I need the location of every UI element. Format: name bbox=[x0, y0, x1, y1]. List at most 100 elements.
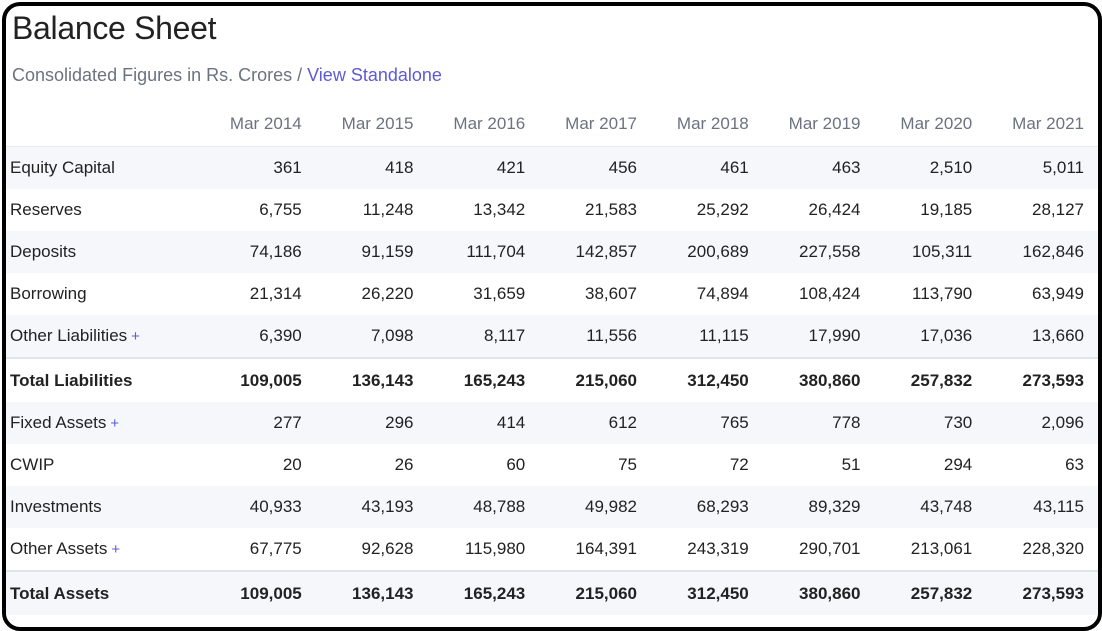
table-cell: 74,186 bbox=[204, 231, 316, 273]
table-cell: 215,060 bbox=[539, 570, 651, 615]
table-cell: 105,311 bbox=[874, 231, 987, 273]
header-period: Mar 2019 bbox=[762, 101, 875, 147]
table-cell: 290,701 bbox=[799, 539, 861, 558]
table-cell: 11,115 bbox=[651, 315, 763, 358]
row-label-text: Fixed Assets bbox=[10, 413, 107, 432]
table-cell: 165,243 bbox=[427, 570, 540, 615]
table-cell: 17,036 bbox=[874, 315, 987, 358]
table-cell: 273,593 bbox=[986, 570, 1098, 615]
table-cell: 8,117 bbox=[427, 315, 540, 358]
header-period: Mar 2014 bbox=[204, 101, 316, 147]
row-label: Deposits bbox=[6, 231, 204, 273]
table-row: Fixed Assets +277 296 414 612 765 778 730 2,096 bbox=[6, 402, 1098, 444]
row-label: Borrowing bbox=[6, 273, 204, 315]
row-label: Investments bbox=[6, 486, 204, 528]
table-row: Borrowing 21,314 26,220 31,659 38,607 74,894 1… bbox=[6, 273, 1098, 315]
table-cell: 28,127 bbox=[1032, 200, 1084, 219]
table-cell: 312,450 bbox=[651, 570, 763, 615]
table-body: Equity Capital 361 418 421 456 461 463 2,510 5,0… bbox=[6, 146, 1098, 615]
table-cell: 7,098 bbox=[315, 315, 428, 358]
row-label-text: Borrowing bbox=[10, 284, 87, 303]
table-cell: 296 bbox=[315, 402, 428, 444]
table-cell: 109,005 bbox=[204, 357, 316, 402]
expand-plus-icon[interactable]: + bbox=[110, 415, 120, 432]
table-cell: 2,510 bbox=[874, 146, 987, 189]
subtitle: Consolidated Figures in Rs. Crores / Vie… bbox=[12, 65, 442, 86]
expand-plus-icon[interactable]: + bbox=[111, 541, 121, 558]
header-period: Mar 2017 bbox=[539, 101, 651, 147]
row-label[interactable]: Fixed Assets + bbox=[6, 402, 204, 444]
header-period: Mar 2018 bbox=[651, 101, 763, 147]
header-label-column bbox=[6, 101, 204, 147]
page-title: Balance Sheet bbox=[12, 10, 217, 46]
row-label: Total Assets bbox=[6, 570, 204, 615]
table-cell: 75 bbox=[618, 455, 637, 474]
row-label-text: Total Liabilities bbox=[10, 370, 133, 390]
row-label[interactable]: Other Assets + bbox=[6, 528, 204, 571]
table-cell: 51 bbox=[841, 455, 861, 474]
table-cell: 13,342 bbox=[473, 200, 526, 219]
table-cell: 257,832 bbox=[874, 357, 987, 402]
table-cell: 17,990 bbox=[762, 315, 875, 358]
table-cell: 48,788 bbox=[427, 486, 540, 528]
table-cell: 40,933 bbox=[204, 486, 316, 528]
table-row: Other Assets +67,775 92,628 115,980 164,391 2… bbox=[6, 528, 1098, 571]
table-cell: 778 bbox=[762, 402, 875, 444]
table-cell: 461 bbox=[651, 146, 763, 189]
subtitle-text: Consolidated Figures in Rs. Crores / bbox=[12, 65, 308, 85]
table-cell: 213,061 bbox=[910, 539, 973, 558]
table-row: CWIP 20 26 60 75 72 51 294 63 bbox=[6, 444, 1098, 486]
total-row: Total Liabilities 109,005 136,143 165,243 21… bbox=[6, 357, 1098, 402]
table-cell: 463 bbox=[762, 146, 875, 189]
table-cell: 456 bbox=[539, 146, 651, 189]
header-period: Mar 2021 bbox=[986, 101, 1098, 147]
table-cell: 91,159 bbox=[315, 231, 428, 273]
table-cell: 228,320 bbox=[1022, 539, 1084, 558]
table-cell: 418 bbox=[315, 146, 428, 189]
table-cell: 43,193 bbox=[315, 486, 428, 528]
table-cell: 243,319 bbox=[687, 539, 749, 558]
table-cell: 414 bbox=[427, 402, 540, 444]
table-cell: 109,005 bbox=[204, 570, 316, 615]
table-cell: 108,424 bbox=[799, 284, 861, 303]
table-cell: 6,755 bbox=[259, 200, 302, 219]
table-cell: 2,096 bbox=[986, 402, 1098, 444]
expand-plus-icon[interactable]: + bbox=[131, 328, 140, 345]
table-cell: 136,143 bbox=[315, 357, 428, 402]
table-cell: 200,689 bbox=[651, 231, 763, 273]
table-cell: 25,292 bbox=[696, 200, 749, 219]
table-cell: 43,115 bbox=[986, 486, 1098, 528]
table-cell: 136,143 bbox=[315, 570, 428, 615]
table-cell: 68,293 bbox=[651, 486, 763, 528]
table-cell: 164,391 bbox=[575, 539, 637, 558]
table-cell: 115,980 bbox=[465, 539, 526, 558]
header-period: Mar 2015 bbox=[315, 101, 428, 147]
table-header: Mar 2014 Mar 2015 Mar 2016 Mar 2017 Mar 2018… bbox=[6, 101, 1098, 147]
row-label: CWIP bbox=[6, 444, 204, 486]
table-cell: 162,846 bbox=[986, 231, 1098, 273]
table-cell: 26 bbox=[394, 455, 414, 474]
table-cell: 277 bbox=[204, 402, 316, 444]
table-cell: 165,243 bbox=[427, 357, 540, 402]
table-cell: 142,857 bbox=[539, 231, 651, 273]
table-cell: 19,185 bbox=[920, 200, 973, 219]
row-label-text: Reserves bbox=[10, 200, 82, 219]
table-cell: 361 bbox=[204, 146, 316, 189]
row-label-text: Deposits bbox=[10, 242, 77, 261]
table-cell: 49,982 bbox=[539, 486, 651, 528]
table-cell: 111,704 bbox=[427, 231, 540, 273]
table-row: Other Liabilities +6,390 7,098 8,117 11,556 1… bbox=[6, 315, 1098, 358]
table-cell: 5,011 bbox=[986, 146, 1098, 189]
table-cell: 38,607 bbox=[585, 284, 637, 303]
table-cell: 43,748 bbox=[874, 486, 987, 528]
table-cell: 273,593 bbox=[986, 357, 1098, 402]
view-standalone-link[interactable]: View Standalone bbox=[307, 65, 442, 85]
table-cell: 380,860 bbox=[762, 357, 875, 402]
table-cell: 312,450 bbox=[651, 357, 763, 402]
table-cell: 26,220 bbox=[361, 284, 414, 303]
table-cell: 227,558 bbox=[762, 231, 875, 273]
row-label[interactable]: Other Liabilities + bbox=[6, 315, 204, 358]
table-cell: 612 bbox=[539, 402, 651, 444]
table-cell: 92,628 bbox=[361, 539, 414, 558]
table-cell: 60 bbox=[506, 455, 526, 474]
